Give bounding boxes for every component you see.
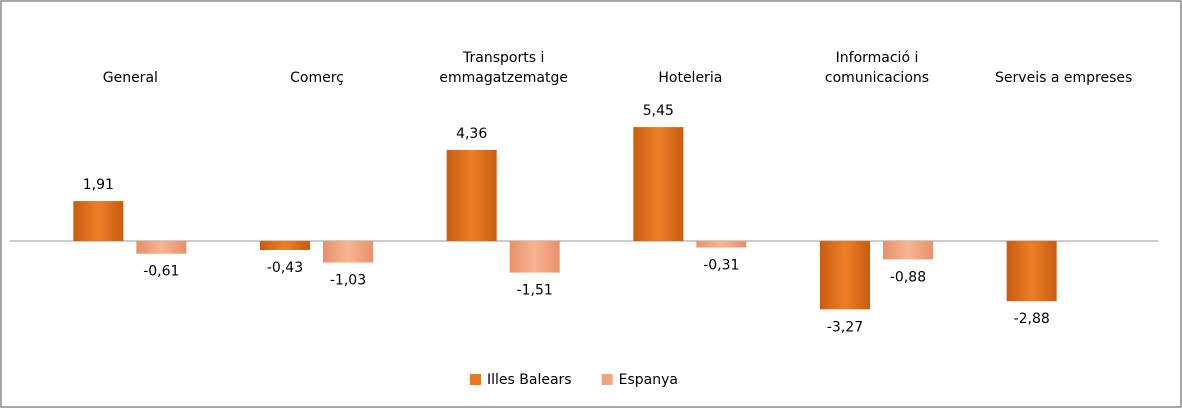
category-label: General — [103, 70, 158, 86]
data-label: -0,88 — [890, 269, 926, 285]
bar — [136, 241, 187, 254]
bar — [260, 241, 310, 250]
legend-label: Espanya — [619, 372, 678, 388]
category-label: comunicacions — [825, 70, 929, 86]
category-label: emmagatzematge — [439, 70, 568, 86]
bar — [323, 241, 373, 263]
category-label: Transports i — [462, 50, 544, 66]
data-label: -2,88 — [1014, 311, 1050, 327]
bar — [820, 241, 870, 310]
bar — [696, 241, 747, 248]
bar — [509, 241, 560, 273]
legend-swatch — [470, 374, 481, 385]
data-label: -1,03 — [330, 273, 366, 289]
category-label: Comerç — [290, 70, 344, 86]
bar — [633, 127, 684, 241]
data-label: -0,31 — [703, 257, 739, 273]
bar — [1006, 241, 1057, 302]
legend-label: Illes Balears — [487, 372, 572, 388]
data-label: -1,51 — [517, 283, 553, 299]
legend-swatch — [601, 374, 613, 385]
data-label: -0,61 — [143, 264, 179, 280]
bar — [883, 241, 933, 260]
category-label: Hoteleria — [658, 70, 722, 86]
data-label: 5,45 — [643, 103, 674, 119]
data-label: 1,91 — [83, 177, 114, 193]
category-label: Informació i — [836, 50, 919, 66]
data-label: 4,36 — [456, 126, 487, 142]
data-label: -0,43 — [267, 260, 303, 276]
bar — [73, 201, 124, 241]
data-label: -3,27 — [827, 319, 863, 335]
bar — [446, 149, 497, 241]
category-label: Serveis a empreses — [995, 70, 1132, 86]
